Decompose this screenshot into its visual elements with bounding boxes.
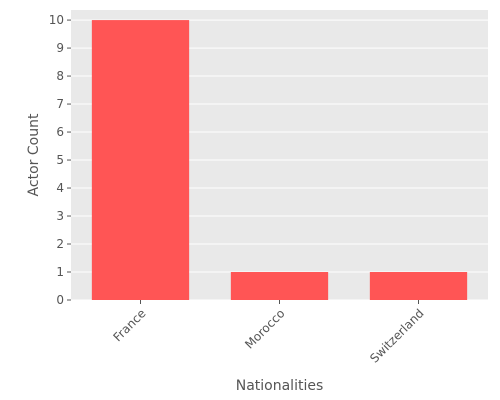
x-axis-ticks: France Morocco Switzerland — [111, 300, 427, 366]
bars — [91, 20, 468, 301]
y-tick-label: 4 — [56, 181, 64, 195]
y-axis-ticks: 0 1 2 3 4 5 6 7 8 9 10 — [49, 13, 71, 307]
y-tick-label: 2 — [56, 237, 64, 251]
y-tick-label: 7 — [56, 97, 64, 111]
bar-morocco — [230, 272, 329, 300]
y-tick-label: 6 — [56, 125, 64, 139]
x-tick-label: Switzerland — [367, 306, 426, 365]
y-tick-label: 9 — [56, 41, 64, 55]
y-tick-label: 0 — [56, 293, 64, 307]
y-tick-label: 8 — [56, 69, 64, 83]
y-tick-label: 10 — [49, 13, 64, 27]
x-tick-label: Morocco — [242, 306, 287, 351]
y-tick-label: 1 — [56, 265, 64, 279]
y-tick-label: 5 — [56, 153, 64, 167]
x-axis-label: Nationalities — [236, 378, 324, 394]
x-tick-label: France — [111, 306, 149, 344]
y-tick-label: 3 — [56, 209, 64, 223]
y-axis-label: Actor Count — [26, 113, 42, 196]
bar-france — [91, 20, 190, 301]
bar-switzerland — [369, 272, 468, 300]
